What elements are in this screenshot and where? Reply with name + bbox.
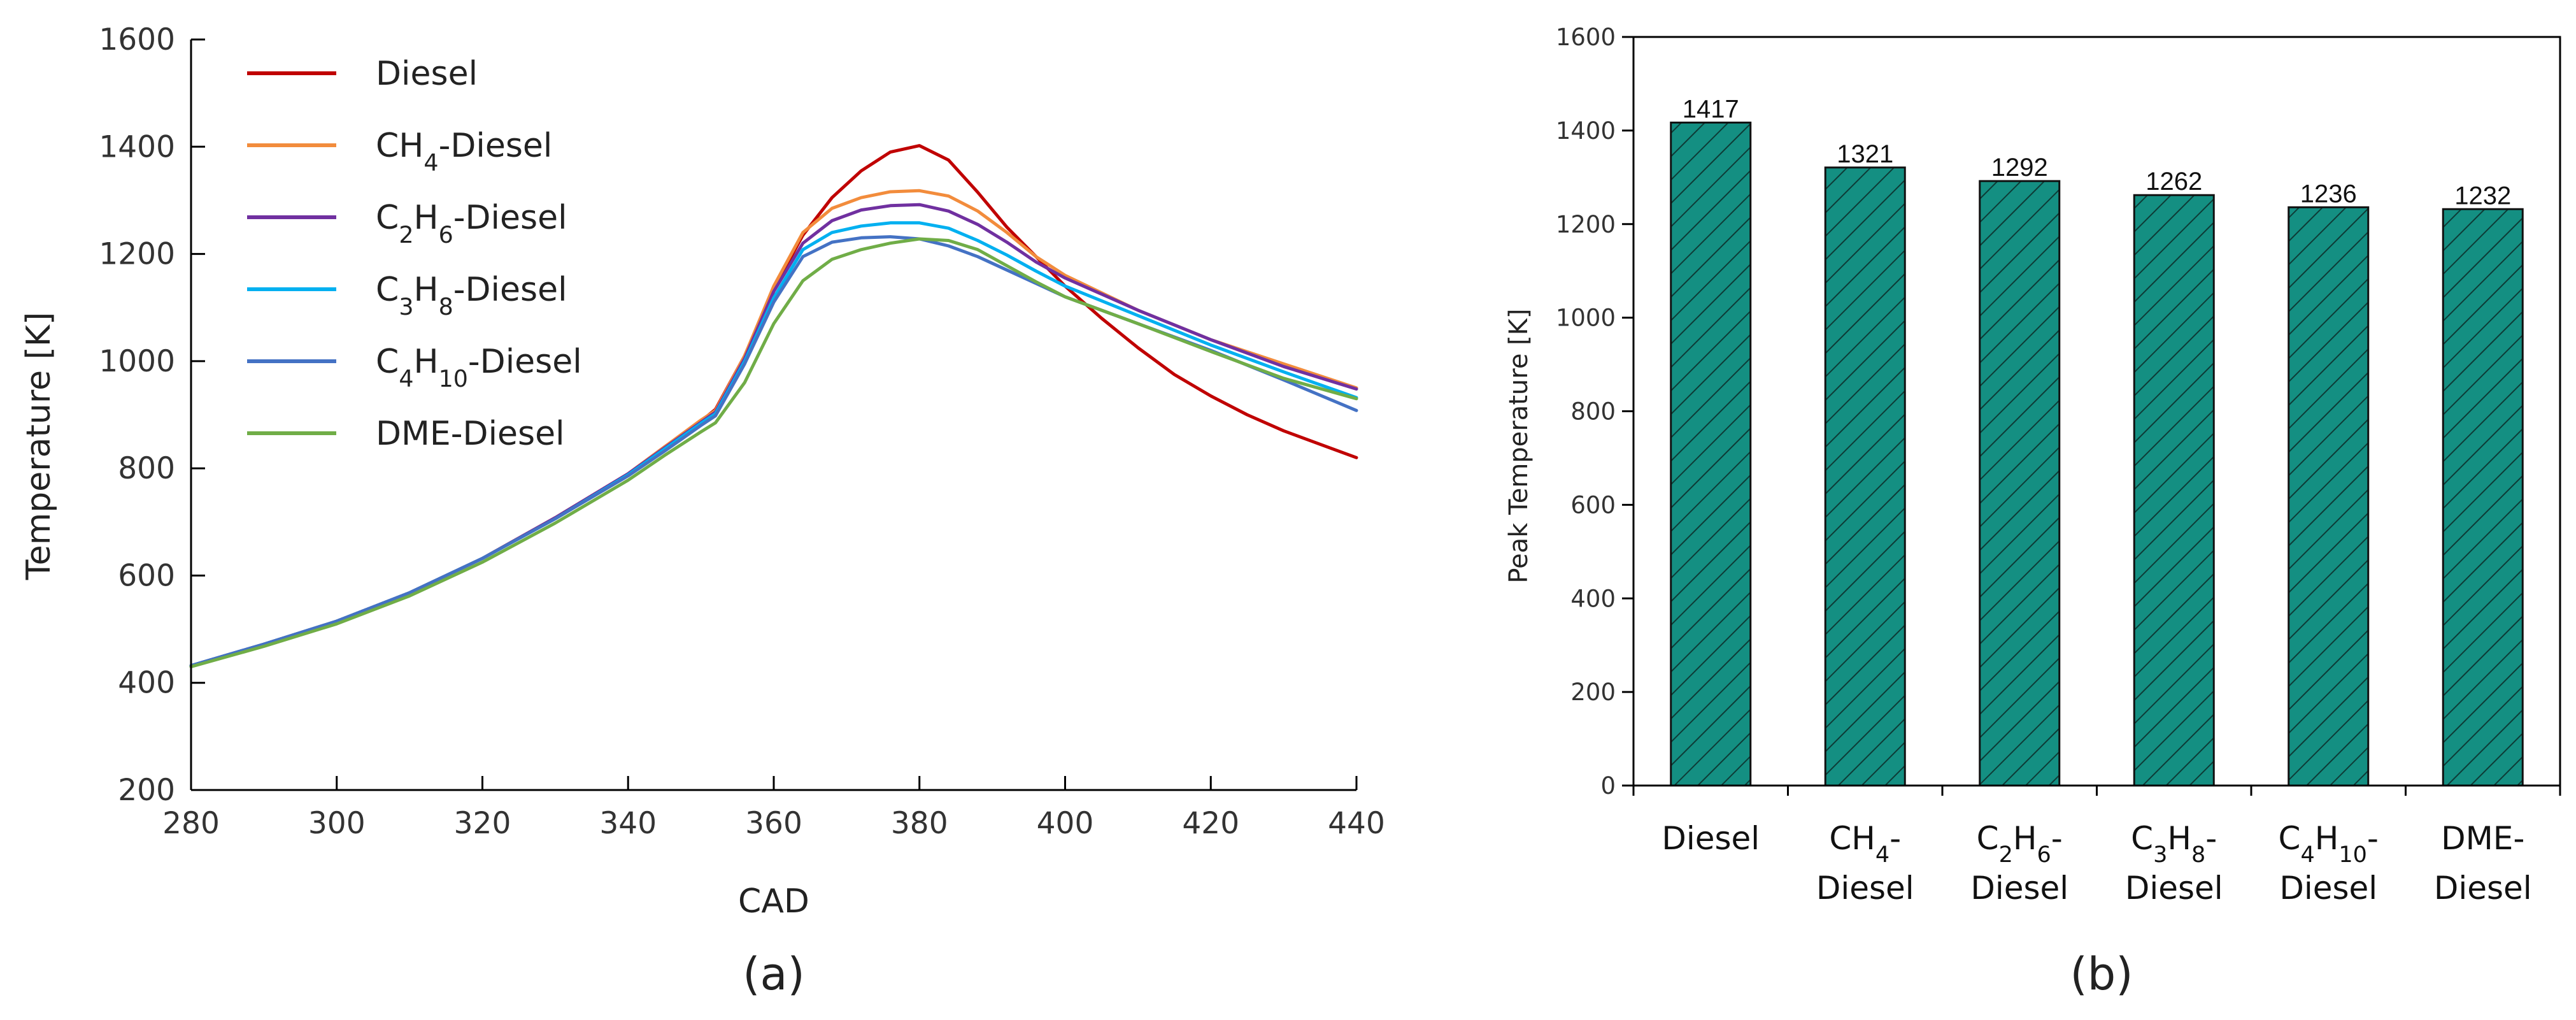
line-chart-axes: 280 300 320 340 360 380 400 420 440 200 400 600 800 1… [99,22,1384,841]
category-label: C2H6- [1977,820,2063,868]
category-label: C4H10- [2279,820,2379,868]
category-label: Diesel [2434,870,2532,907]
data-label: 1232 [2454,182,2511,210]
y-tick-label: 1600 [1556,24,1616,51]
x-tick-label: 360 [745,806,802,841]
data-label: 1292 [1991,154,2048,182]
y-tick-label: 600 [1570,491,1616,519]
series-line-c2h6-diesel [189,203,1358,668]
data-label: 1262 [2145,168,2202,196]
panel-label-a: (a) [743,948,805,1000]
x-tick-label: 440 [1328,806,1385,841]
legend: Diesel CH4-Diesel C2H6-Diesel C3H8-Diesel C4… [247,55,582,453]
x-tick-label: 340 [599,806,657,841]
y-tick-label: 400 [1570,585,1616,612]
y-tick-label: 1400 [99,129,175,164]
data-label: 1417 [1683,95,1739,123]
y-tick-label: 800 [1570,398,1616,426]
category-label: DME- [2441,820,2524,857]
x-tick-label: 280 [162,806,220,841]
y-tick-label: 200 [118,773,175,808]
category-label: Diesel [2279,870,2377,907]
y-tick-label: 1200 [99,237,175,272]
y-tick-label: 0 [1600,772,1616,800]
series-line-c4h10-diesel [189,235,1358,668]
bars-group: 1417Diesel1321CH4-Diesel1292C2H6-Diesel1… [1662,95,2531,907]
series-line-dme-diesel [189,237,1358,668]
y-tick-label: 800 [118,451,175,486]
series-line-ch4-diesel [189,189,1358,668]
x-tick-label: 380 [891,806,948,841]
y-tick-label: 1600 [99,22,175,57]
category-label: Diesel [1816,870,1914,907]
category-label: Diesel [2125,870,2223,907]
plot-frame [1632,36,2561,787]
legend-entry: C3H8-Diesel [376,271,567,320]
line-chart-panel: 280 300 320 340 360 380 400 420 440 200 400 600 800 1… [20,22,1385,1000]
data-label: 1321 [1837,140,1893,168]
bar-chart-axes: 0 200 400 600 800 1000 1200 1400 1600 [1556,24,2561,800]
bar-c3h8-diesel [2133,194,2215,787]
legend-entry: DME-Diesel [376,415,565,453]
y-axis-title: Peak Temperature [K] [1504,308,1534,583]
category-label: Diesel [1662,820,1760,857]
series-line-diesel [189,144,1358,668]
x-axis-title: CAD [738,882,809,921]
bar-c4h10-diesel [2288,206,2370,787]
y-tick-label: 200 [1570,679,1616,706]
x-tick-label: 320 [454,806,511,841]
panel-label-b: (b) [2070,948,2133,1000]
legend-entry: CH4-Diesel [376,127,552,176]
y-axis-title: Temperature [K] [20,312,58,581]
x-tick-label: 400 [1037,806,1094,841]
y-tick-label: 1400 [1556,117,1616,145]
bar-chart-panel: 1417Diesel1321CH4-Diesel1292C2H6-Diesel1… [1504,24,2561,1000]
legend-entry: C2H6-Diesel [376,199,567,248]
bar-c2h6-diesel [1979,180,2061,787]
legend-entry: Diesel [376,55,478,93]
category-label: CH4- [1829,820,1901,868]
bar-ch4-diesel [1824,166,1906,787]
x-tick-label: 300 [308,806,366,841]
bar-dme-diesel [2442,208,2524,787]
y-tick-label: 1200 [1556,211,1616,238]
data-label: 1236 [2300,180,2357,208]
y-tick-label: 1000 [1556,305,1616,332]
x-tick-label: 420 [1182,806,1239,841]
category-label: Diesel [1970,870,2068,907]
y-tick-label: 400 [118,666,175,701]
category-label: C3H8- [2131,820,2217,868]
bar-diesel [1670,121,1752,787]
legend-entry: C4H10-Diesel [376,343,582,392]
series-lines-group [189,144,1358,668]
y-tick-label: 1000 [99,344,175,379]
y-tick-label: 600 [118,558,175,593]
